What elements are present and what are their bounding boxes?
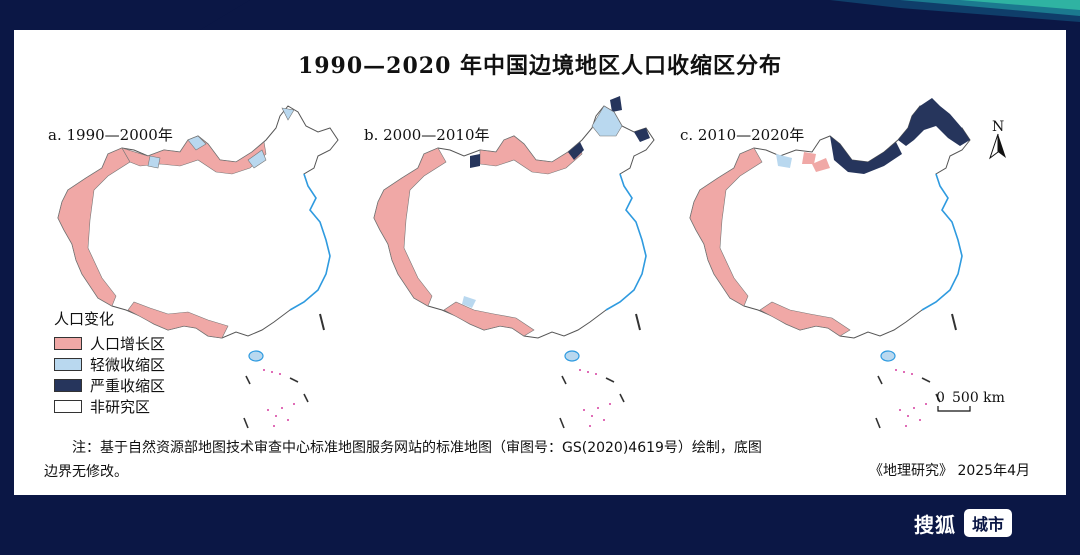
figure-title: 1990—2020 年中国边境地区人口收缩区分布 [297,53,783,79]
north-label: N [992,119,1004,135]
sohu-city-logo[interactable]: 搜狐 城市 [914,508,1013,538]
legend-swatch [54,337,82,350]
note-line-2: 边界无修改。 [44,464,128,480]
north-arrow-icon: N [984,118,1014,168]
map-c-label: c. 2010—2020年 [680,126,805,144]
legend-swatch [54,379,82,392]
maps-canvas [57,96,971,429]
legend: 人口变化 人口增长区 轻微收缩区 严重收缩区 非研究区 [54,308,165,417]
scale-zero: 0 [936,390,945,406]
legend-label: 人口增长区 [90,335,166,353]
scale-label: 500 km [952,390,1005,406]
legend-swatch [54,358,82,371]
figure-panel: 1990—2020 年中国边境地区人口收缩区分布 [14,30,1066,495]
legend-swatch [54,400,82,413]
figure-note: 注：基于自然资源部地图技术审查中心标准地图服务网站的标准地图（审图号：GS(20… [44,436,1044,484]
scale-bar: 0 500 km [930,390,1040,420]
source-citation: 《地理研究》 2025年4月 [869,463,1030,479]
legend-item-growth: 人口增长区 [54,333,165,354]
note-line-1: 注：基于自然资源部地图技术审查中心标准地图服务网站的标准地图（审图号：GS(20… [72,440,762,456]
map-b [373,96,655,429]
map-c [689,98,971,429]
legend-item-slight: 轻微收缩区 [54,354,165,375]
legend-title: 人口变化 [54,310,115,328]
map-a-label: a. 1990—2000年 [48,126,173,144]
legend-label: 严重收缩区 [90,377,166,395]
brand-logo: 搜狐 [914,512,956,537]
legend-label: 轻微收缩区 [90,356,166,374]
legend-label: 非研究区 [90,398,151,416]
brand-chip: 城市 [964,509,1013,537]
legend-item-severe: 严重收缩区 [54,375,165,396]
legend-item-nonstudy: 非研究区 [54,396,165,417]
header-decoration [0,0,1080,30]
map-a [57,105,339,429]
map-b-label: b. 2000—2010年 [364,126,490,144]
